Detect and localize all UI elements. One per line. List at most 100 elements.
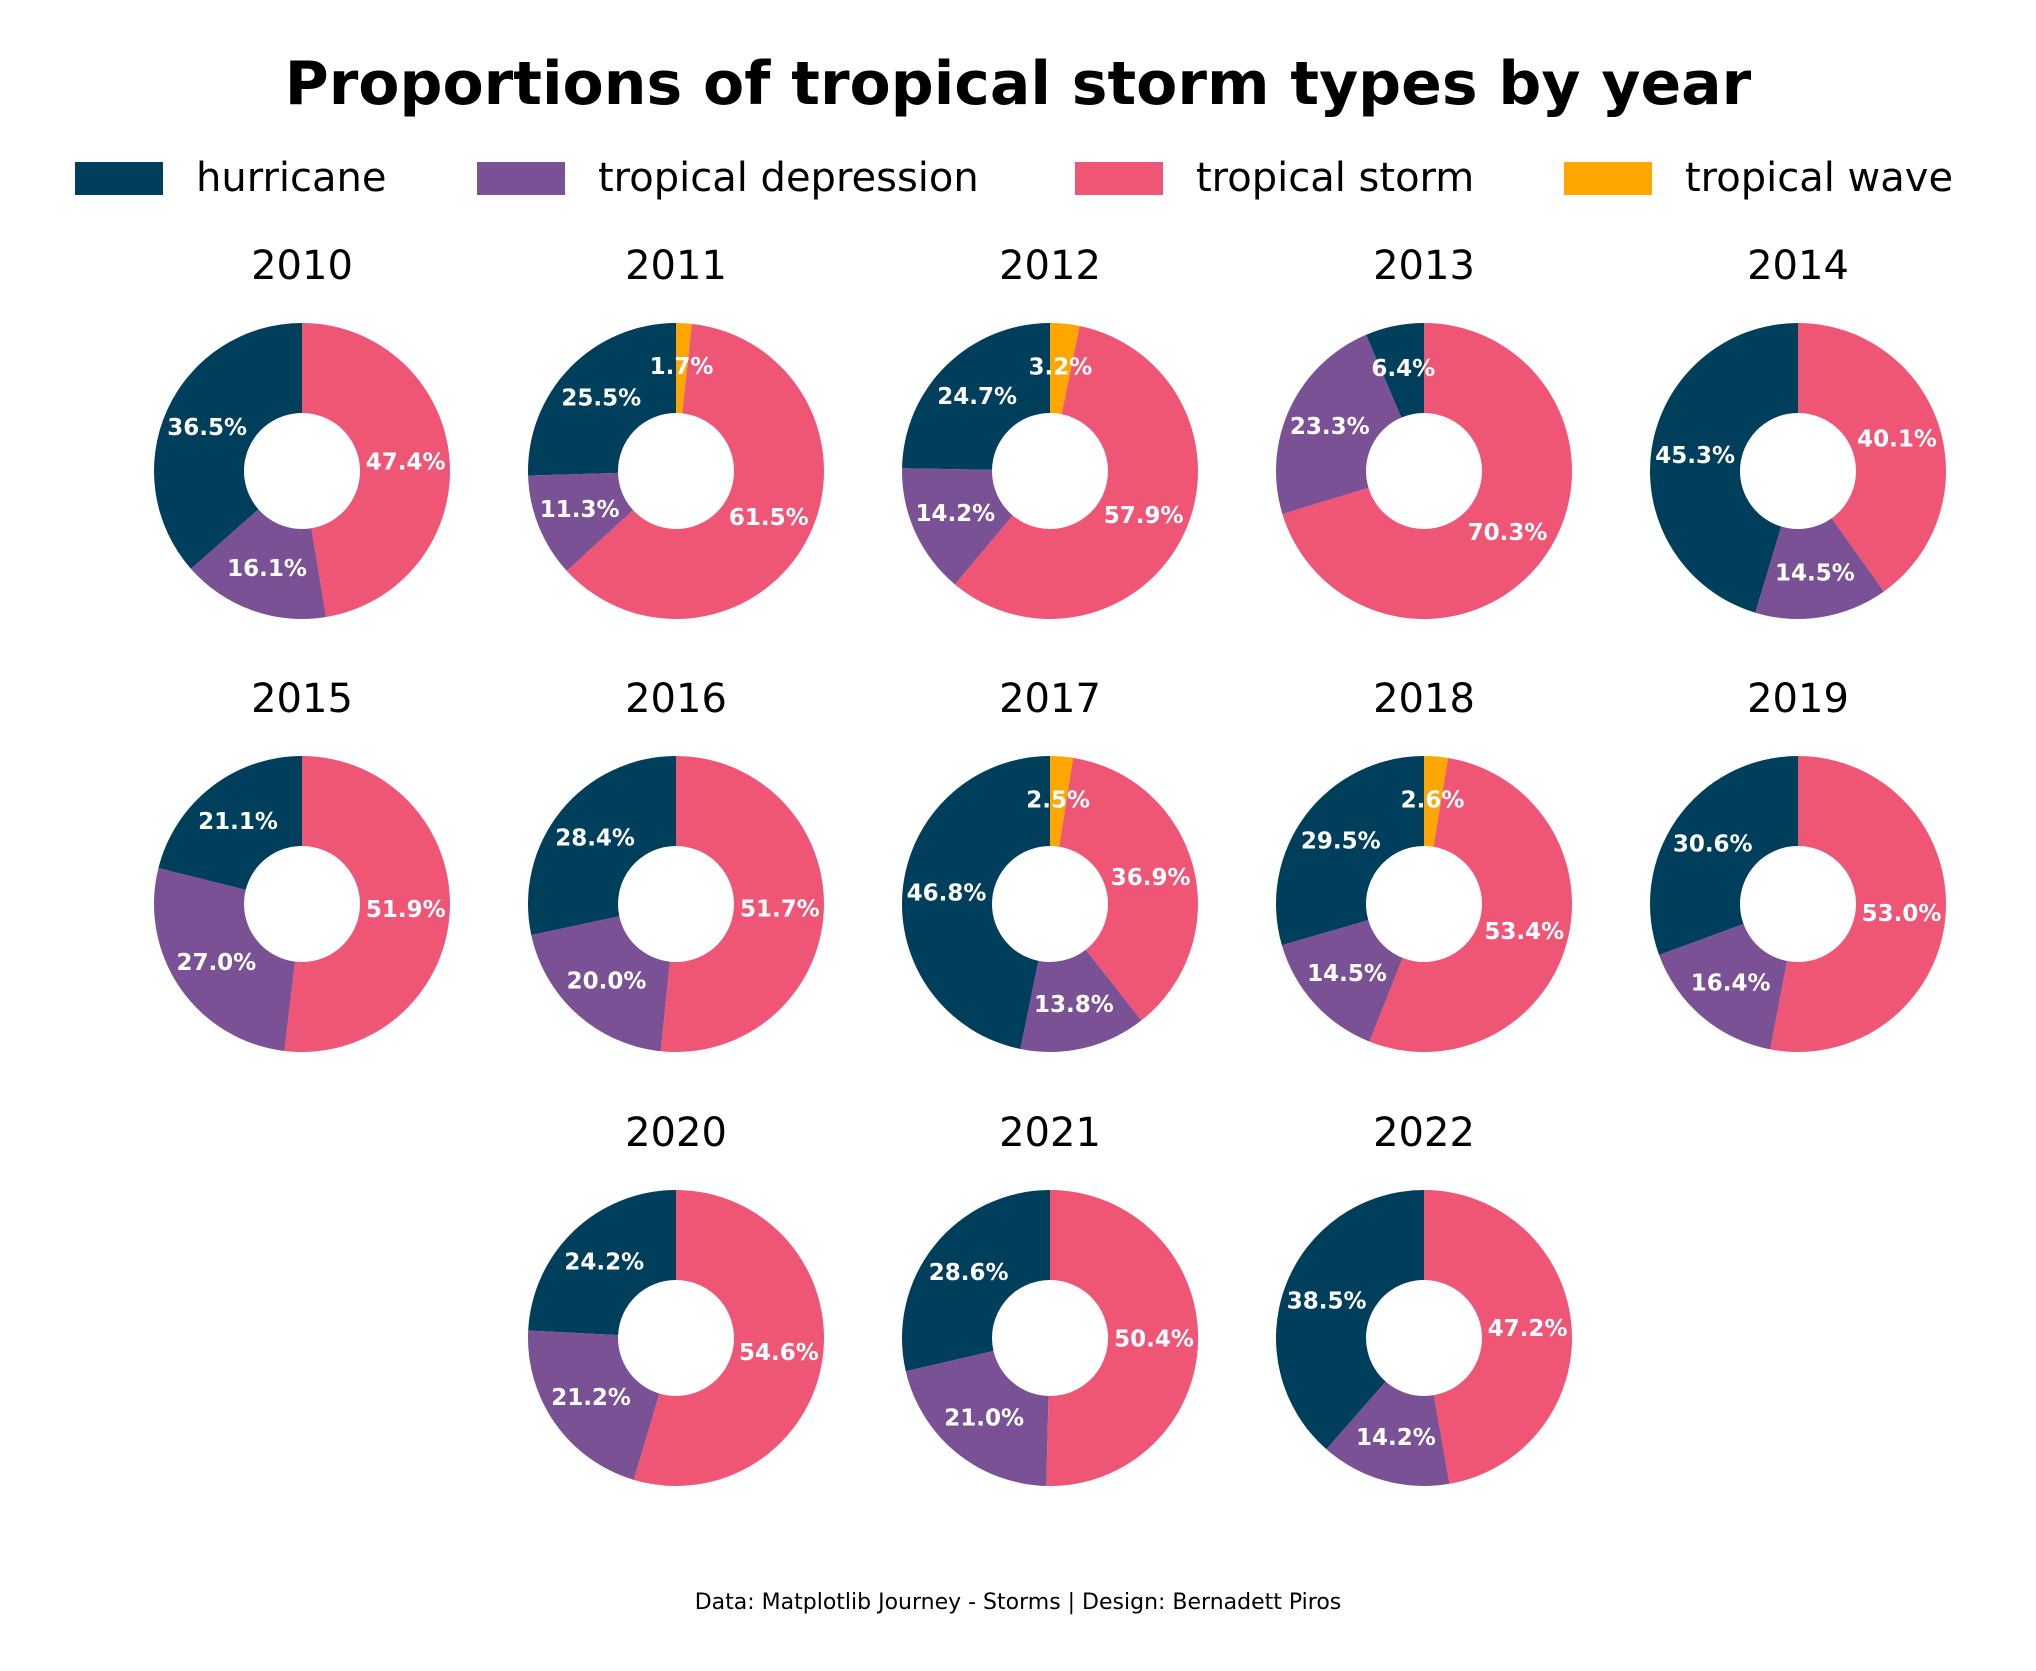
slice-label-2019-hurricane: 30.6% bbox=[1673, 831, 1753, 857]
slice-label-2014-tropical-depression: 14.5% bbox=[1775, 561, 1855, 587]
slice-label-2022-tropical-depression: 14.2% bbox=[1356, 1425, 1436, 1451]
legend-swatch-tropical-storm bbox=[1075, 161, 1163, 195]
slice-2015-tropical-storm bbox=[284, 756, 450, 1052]
slice-2016-tropical-storm bbox=[660, 756, 824, 1052]
donut-panel-2018: 2018 29.5% 14.5% 53.4% 2.6% bbox=[1276, 676, 1572, 1052]
slice-2020-tropical-depression bbox=[528, 1330, 660, 1480]
slice-label-2013-tropical-depression: 23.3% bbox=[1290, 414, 1370, 440]
slice-2018-tropical-depression bbox=[1281, 920, 1403, 1042]
slice-label-2017-tropical-wave: 2.5% bbox=[1026, 787, 1090, 813]
slice-2018-tropical-storm bbox=[1369, 757, 1572, 1052]
slice-2018-hurricane bbox=[1276, 756, 1424, 946]
slice-2017-tropical-storm bbox=[1059, 757, 1198, 1021]
slice-2010-hurricane bbox=[154, 323, 302, 569]
donut-panel-2021: 2021 28.6% 21.0% 50.4% bbox=[902, 1110, 1199, 1486]
slice-2017-hurricane bbox=[901, 756, 1050, 1050]
slice-label-2019-tropical-storm: 53.0% bbox=[1862, 901, 1942, 927]
slice-label-2012-tropical-storm: 57.9% bbox=[1104, 503, 1184, 529]
slice-label-2017-tropical-depression: 13.8% bbox=[1034, 992, 1114, 1018]
slice-label-2010-hurricane: 36.5% bbox=[167, 415, 247, 441]
slice-2010-tropical-depression bbox=[190, 509, 327, 620]
legend-item-tropical-storm: tropical storm bbox=[1075, 146, 1474, 210]
slice-label-2012-hurricane: 24.7% bbox=[937, 384, 1017, 410]
slice-2017-tropical-depression bbox=[1020, 949, 1142, 1053]
legend-label-tropical-depression: tropical depression bbox=[598, 155, 979, 201]
slice-label-2016-tropical-depression: 20.0% bbox=[567, 968, 647, 994]
legend-swatch-hurricane bbox=[75, 161, 163, 195]
slice-2018-tropical-wave bbox=[1424, 756, 1449, 847]
legend-item-tropical-wave: tropical wave bbox=[1564, 146, 1953, 210]
donut-panel-2017: 2017 46.8% 13.8% 36.9% 2.5% bbox=[901, 676, 1198, 1053]
slice-label-2013-hurricane: 6.4% bbox=[1371, 356, 1435, 382]
slice-label-2013-tropical-storm: 70.3% bbox=[1468, 520, 1548, 546]
panel-title-2022: 2022 bbox=[1373, 1110, 1475, 1156]
slice-label-2015-tropical-storm: 51.9% bbox=[366, 897, 446, 923]
slice-2020-hurricane bbox=[528, 1190, 676, 1336]
slice-label-2018-hurricane: 29.5% bbox=[1301, 829, 1381, 855]
donut-panel-2020: 2020 24.2% 21.2% 54.6% bbox=[528, 1110, 825, 1486]
panel-title-2013: 2013 bbox=[1373, 243, 1475, 289]
donut-panel-2010: 2010 36.5% 16.1% 47.4% bbox=[154, 243, 451, 620]
legend-label-tropical-wave: tropical wave bbox=[1685, 155, 1954, 201]
slice-2014-tropical-depression bbox=[1755, 518, 1884, 620]
slice-2017-tropical-wave bbox=[1050, 755, 1074, 847]
slice-2022-tropical-depression bbox=[1326, 1381, 1450, 1486]
slice-2019-tropical-storm bbox=[1770, 756, 1946, 1052]
legend-label-hurricane: hurricane bbox=[196, 155, 387, 201]
panel-title-2010: 2010 bbox=[251, 243, 353, 289]
panel-title-2015: 2015 bbox=[251, 676, 353, 722]
slice-label-2011-tropical-storm: 61.5% bbox=[729, 505, 809, 531]
donut-panel-2015: 2015 21.1% 27.0% 51.9% bbox=[153, 676, 450, 1052]
slice-label-2019-tropical-depression: 16.4% bbox=[1691, 970, 1771, 996]
donut-panel-2013: 2013 6.4% 23.3% 70.3% bbox=[1276, 243, 1573, 619]
slice-label-2016-hurricane: 28.4% bbox=[555, 826, 635, 852]
slice-2011-tropical-wave bbox=[676, 323, 692, 414]
slice-2011-hurricane bbox=[527, 323, 676, 476]
slice-2011-tropical-depression bbox=[528, 472, 634, 571]
slice-label-2011-tropical-depression: 11.3% bbox=[540, 497, 620, 523]
panel-title-2021: 2021 bbox=[999, 1110, 1101, 1156]
slice-2016-tropical-depression bbox=[531, 916, 670, 1052]
slice-label-2018-tropical-depression: 14.5% bbox=[1307, 961, 1387, 987]
panel-title-2014: 2014 bbox=[1747, 243, 1849, 289]
slice-2019-hurricane bbox=[1650, 756, 1798, 956]
slice-label-2017-tropical-storm: 36.9% bbox=[1111, 865, 1191, 891]
slice-label-2010-tropical-storm: 47.4% bbox=[366, 450, 446, 476]
panel-title-2011: 2011 bbox=[625, 243, 727, 289]
panel-title-2020: 2020 bbox=[625, 1110, 727, 1156]
slice-label-2022-hurricane: 38.5% bbox=[1287, 1288, 1367, 1314]
slice-label-2015-tropical-depression: 27.0% bbox=[176, 950, 256, 976]
slice-label-2012-tropical-wave: 3.2% bbox=[1029, 355, 1093, 381]
legend: hurricane tropical depression tropical s… bbox=[0, 146, 2036, 210]
slice-2021-hurricane bbox=[902, 1190, 1050, 1372]
slice-label-2022-tropical-storm: 47.2% bbox=[1488, 1316, 1568, 1342]
slice-2019-tropical-depression bbox=[1659, 923, 1788, 1050]
slice-label-2021-tropical-depression: 21.0% bbox=[944, 1406, 1024, 1432]
slice-2012-tropical-storm bbox=[954, 325, 1199, 619]
slice-2022-hurricane bbox=[1275, 1190, 1424, 1450]
slice-label-2016-tropical-storm: 51.7% bbox=[740, 896, 820, 922]
slice-2013-tropical-storm bbox=[1282, 323, 1573, 619]
slice-label-2017-hurricane: 46.8% bbox=[907, 881, 987, 907]
footnote: Data: Matplotlib Journey - Storms | Desi… bbox=[694, 1590, 1342, 1615]
slice-label-2018-tropical-wave: 2.6% bbox=[1401, 787, 1465, 813]
slice-label-2021-tropical-storm: 50.4% bbox=[1114, 1326, 1194, 1352]
slice-label-2018-tropical-storm: 53.4% bbox=[1484, 919, 1564, 945]
donut-panel-2011: 2011 25.5% 11.3% 61.5% 1.7% bbox=[527, 243, 824, 619]
slice-2013-tropical-depression bbox=[1276, 334, 1402, 515]
slice-label-2010-tropical-depression: 16.1% bbox=[227, 556, 307, 582]
slice-label-2020-hurricane: 24.2% bbox=[564, 1250, 644, 1276]
slice-2020-tropical-storm bbox=[633, 1190, 825, 1486]
slice-2012-hurricane bbox=[902, 323, 1050, 470]
donut-panel-2019: 2019 30.6% 16.4% 53.0% bbox=[1650, 676, 1946, 1052]
slice-2015-hurricane bbox=[158, 755, 302, 890]
panel-title-2016: 2016 bbox=[625, 676, 727, 722]
panel-title-2017: 2017 bbox=[999, 676, 1101, 722]
slice-2015-tropical-depression bbox=[153, 868, 296, 1051]
chart-title: Proportions of tropical storm types by y… bbox=[284, 49, 1752, 119]
panel-title-2018: 2018 bbox=[1373, 676, 1475, 722]
panel-title-2012: 2012 bbox=[999, 243, 1101, 289]
slice-2022-tropical-storm bbox=[1424, 1190, 1572, 1484]
slice-2012-tropical-depression bbox=[902, 468, 1013, 585]
slice-label-2021-hurricane: 28.6% bbox=[929, 1260, 1009, 1286]
